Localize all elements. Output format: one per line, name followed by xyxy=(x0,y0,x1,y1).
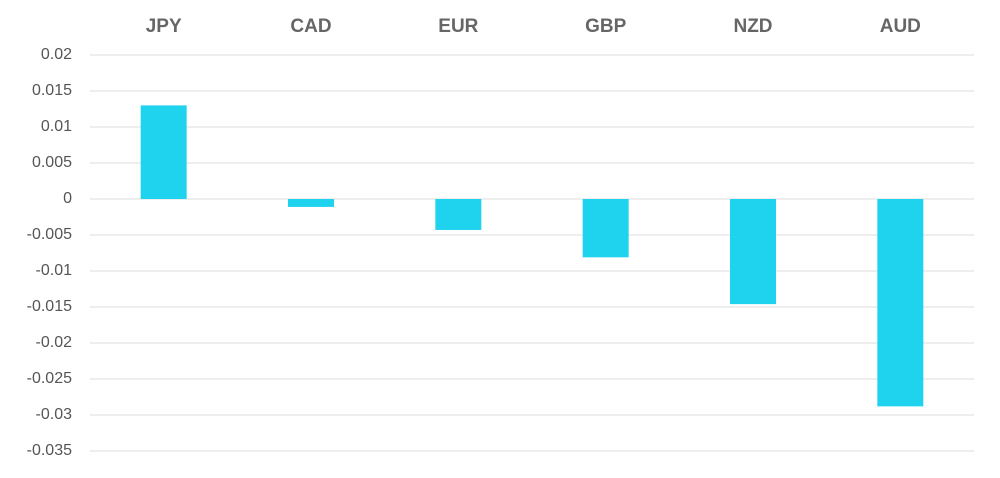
category-label: GBP xyxy=(585,16,627,37)
bar xyxy=(288,199,334,207)
y-tick-label: -0.015 xyxy=(27,298,72,315)
bar xyxy=(730,199,776,305)
category-label: JPY xyxy=(146,16,182,37)
bar xyxy=(877,199,924,407)
y-tick-label: -0.005 xyxy=(27,226,72,243)
category-label: CAD xyxy=(290,16,331,37)
y-tick-label: -0.02 xyxy=(36,334,73,351)
y-tick-label: 0.01 xyxy=(41,118,72,135)
category-label: NZD xyxy=(733,16,772,37)
y-tick-label: 0 xyxy=(63,190,72,207)
category-label: AUD xyxy=(880,16,921,37)
y-tick-label: -0.025 xyxy=(27,370,72,387)
category-label: EUR xyxy=(438,16,478,37)
bar xyxy=(435,199,482,230)
y-tick-label: 0.015 xyxy=(32,82,72,99)
y-tick-label: 0.02 xyxy=(41,46,72,63)
y-tick-label: -0.01 xyxy=(36,262,73,279)
y-tick-label: -0.035 xyxy=(27,442,72,459)
bar xyxy=(582,199,629,258)
y-tick-label: -0.03 xyxy=(36,406,73,423)
bar xyxy=(140,105,187,199)
y-tick-label: 0.005 xyxy=(32,154,72,171)
